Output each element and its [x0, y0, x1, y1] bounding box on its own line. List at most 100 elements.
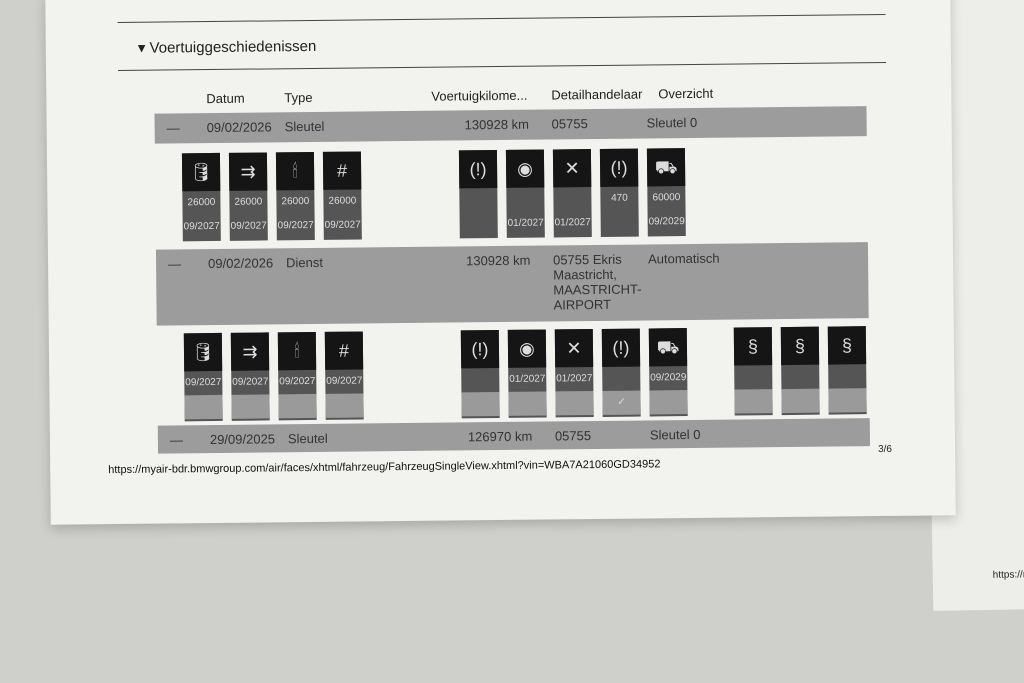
vehicle-inspection-icon: ⛟ [646, 148, 686, 187]
tile-spacer [781, 388, 820, 414]
collapse-button[interactable]: — [167, 256, 182, 272]
service-tile: ⛟ 09/2029 [648, 328, 688, 417]
legal-inspection-icon: § [827, 326, 867, 365]
service-tile: ⇉ 09/2027 [230, 332, 270, 421]
col-dealer[interactable]: Detailhandelaar [551, 86, 643, 103]
oil-can-icon: 🛢 [183, 332, 223, 372]
tile-km: 26000 [187, 196, 216, 209]
tile-km: 60000 [652, 192, 681, 204]
service-tile: § [780, 326, 820, 416]
service-tile: (!) [460, 330, 500, 419]
row-overview: Sleutel 0 [649, 426, 701, 443]
service-tile: #26000 09/2027 [322, 151, 362, 240]
page-number: 3/6 [878, 443, 893, 456]
tile-date [734, 365, 772, 389]
row-date: 09/02/2026 [207, 255, 274, 272]
collapse-button[interactable]: — [169, 432, 183, 448]
service-tile: 🕯 09/2027 [277, 331, 317, 421]
tile-date: 09/2027 [326, 375, 363, 387]
spark-plug-icon: 🕯 [277, 331, 317, 371]
row-date: 09/02/2026 [206, 119, 272, 136]
tile-date [461, 368, 499, 392]
oil-can-icon: 🛢 [181, 152, 221, 192]
tile-km: 26000 [281, 195, 310, 208]
tile-date: 01/2027 [507, 217, 544, 229]
tile-spacer [461, 392, 500, 417]
service-tools-icon: ✕ [552, 149, 592, 188]
service-tile: 🕯 26000 09/2027 [275, 151, 315, 241]
tile-date: 01/2027 [554, 217, 591, 229]
tile-date: 09/2027 [324, 219, 361, 231]
service-tile: § [827, 326, 867, 415]
service-tile: (!) [458, 150, 498, 239]
row-dealer: 05755 [554, 428, 592, 444]
history-row[interactable]: — 29/09/2025 Sleutel 126970 km 05755 Sleutel … [157, 418, 871, 454]
col-overview[interactable]: Overzicht [658, 85, 714, 102]
tile-date: 09/2027 [232, 376, 269, 388]
tile-spacer [325, 393, 364, 418]
tile-km [506, 188, 544, 212]
service-tools-icon: ✕ [554, 329, 594, 368]
history-row[interactable]: — 09/02/2026 Sleutel 130928 km 05755 Sleutel … [154, 106, 867, 144]
row-km: 130928 km [464, 116, 530, 133]
tile-km: 26000 [328, 195, 357, 207]
service-tile: (!) 470 [599, 148, 639, 237]
brake-front-icon: (!) [458, 150, 498, 189]
col-datum[interactable]: Datum [206, 90, 245, 107]
row-overview: Sleutel 0 [646, 114, 698, 131]
tile-spacer [184, 394, 223, 420]
service-tile: ◉ 01/2027 [507, 329, 547, 418]
service-tile: ◉ 01/2027 [505, 149, 545, 238]
service-tile: ✕ 01/2027 [552, 149, 592, 238]
row-type: Dienst [285, 254, 324, 271]
spark-plug-icon: 🕯 [275, 151, 315, 191]
row-dealer: 05755 [551, 116, 588, 132]
air-filter-icon: ⇉ [230, 332, 270, 371]
row-type: Sleutel [284, 118, 325, 135]
tile-check: ✓ [602, 390, 641, 415]
tile-date: 09/2029 [648, 216, 685, 228]
row-dealer: 05755 Ekris Maastricht, MAASTRICHT-AIRPO… [552, 251, 642, 313]
tile-date: 09/2027 [277, 219, 314, 232]
tile-km [553, 187, 591, 211]
tile-spacer [828, 388, 867, 413]
col-type[interactable]: Type [284, 89, 313, 106]
tile-km: 26000 [234, 196, 263, 208]
section-header[interactable]: ▾ Voertuiggeschiedenissen [138, 37, 317, 57]
tile-spacer [649, 390, 688, 415]
legal-exhaust-check-icon: § [733, 327, 773, 366]
tile-date [828, 364, 866, 388]
second-page-url: https://my [992, 569, 1024, 581]
printed-page: ▾ Voertuiggeschiedenissen Datum Type Voe… [45, 0, 956, 525]
service-tile: § [733, 327, 773, 416]
service-tile: 🛢 26000 09/2027 [181, 152, 221, 242]
service-tile: ⛟ 60000 09/2029 [646, 148, 686, 237]
col-km[interactable]: Voertuigkilome... [431, 87, 528, 104]
service-tile: 🛢 09/2027 [183, 332, 223, 422]
tile-date: 09/2027 [230, 220, 267, 232]
tile-spacer [734, 389, 773, 414]
divider [118, 61, 887, 71]
row-type: Sleutel [287, 430, 328, 447]
brake-rear-icon: (!) [601, 328, 641, 367]
tile-date: 09/2027 [185, 376, 222, 389]
tile-date: 09/2027 [183, 220, 220, 233]
tile-km: 470 [611, 192, 628, 204]
tile-spacer [278, 393, 317, 419]
air-filter-icon: ⇉ [228, 152, 268, 191]
tile-spacer [231, 394, 270, 419]
fuel-filter-icon: # [322, 151, 362, 190]
collapse-arrow-icon[interactable]: ▾ [137, 39, 146, 57]
tile-spacer [508, 391, 547, 416]
tile-spacer [555, 391, 594, 416]
tile-date [601, 211, 639, 235]
tile-date: 09/2027 [279, 375, 316, 388]
brake-fluid-icon: ◉ [505, 149, 545, 188]
row-overview: Automatisch [647, 250, 720, 267]
section-title: Voertuiggeschiedenissen [149, 37, 317, 57]
collapse-button[interactable]: — [166, 120, 180, 136]
history-row[interactable]: — 09/02/2026 Dienst 130928 km 05755 Ekris Ma… [155, 242, 869, 326]
legal-inspection-icon: § [780, 326, 820, 366]
tile-date: 01/2027 [556, 373, 593, 385]
footer-url: https://myair-bdr.bmwgroup.com/air/faces… [108, 458, 661, 477]
